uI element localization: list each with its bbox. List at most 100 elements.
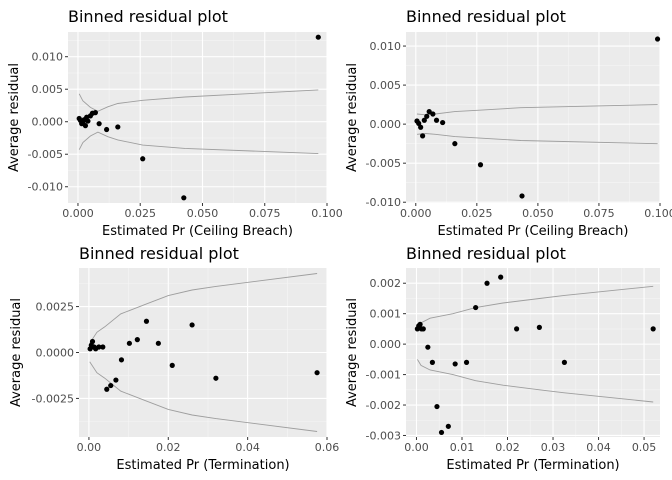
- chart-1-y-tick-label: -0.005: [28, 148, 63, 161]
- chart-2-y-axis-label: Average residual: [345, 63, 360, 172]
- chart-2-point: [424, 113, 430, 119]
- chart-3-point: [118, 357, 125, 363]
- chart-2-x-axis-label: Estimated Pr (Ceiling Breach): [438, 224, 629, 239]
- chart-1-point: [315, 34, 321, 40]
- chart-3-y-axis-label: Average residual: [9, 298, 24, 407]
- chart-3-point: [126, 340, 132, 346]
- chart-3-y-tick-label: 0.0025: [36, 301, 75, 314]
- chart-1-upper-bound-line: [78, 89, 319, 112]
- chart-4: 0.00 0.01 0.02 0.03 0.04 0.05 -0.003 -0.002 -0.0…: [345, 244, 660, 473]
- chart-3-y-tick-label: 0.0000: [36, 347, 75, 360]
- chart-1-y-tick-label: 0.000: [32, 116, 64, 129]
- chart-2-lower-bound-line: [416, 133, 658, 145]
- chart-1-x-tick-label: 0.025: [124, 207, 156, 220]
- chart-2-y-tick-label: 0.005: [370, 79, 402, 92]
- chart-2-point: [519, 193, 525, 199]
- chart-4-point: [452, 361, 458, 367]
- chart-3-point: [89, 338, 96, 345]
- chart-3-x-tick-label: 0.06: [315, 441, 340, 454]
- chart-3: 0.00 0.02 0.04 0.06 -0.0025 0.0000 0.0025 Binne…: [9, 244, 339, 473]
- chart-1-x-tick-label: 0.075: [249, 207, 281, 220]
- chart-4-y-axis-label: Average residual: [345, 298, 360, 407]
- chart-4-y-tick-label: -0.001: [366, 369, 401, 382]
- chart-4-point: [463, 359, 470, 365]
- chart-1-y-tick-label: -0.010: [28, 181, 63, 194]
- chart-4-point: [420, 326, 426, 332]
- chart-4-x-tick-label: 0.00: [404, 441, 429, 454]
- chart-3-x-tick-label: 0.04: [235, 441, 260, 454]
- chart-1: 0.000 0.025 0.050 0.075 0.100 -0.010 -0.005 0.0…: [7, 7, 343, 239]
- chart-4-point: [498, 274, 504, 280]
- chart-4-title: Binned residual plot: [406, 244, 566, 263]
- chart-1-point: [96, 121, 102, 127]
- chart-2-point: [420, 133, 426, 139]
- chart-4-point: [438, 429, 445, 436]
- chart-4-panel-background: [406, 268, 660, 437]
- chart-1-point: [82, 123, 89, 129]
- chart-3-point: [104, 386, 110, 392]
- chart-1-point: [104, 126, 110, 133]
- chart-3-point: [189, 322, 195, 328]
- chart-1-x-axis-label: Estimated Pr (Ceiling Breach): [102, 224, 293, 239]
- chart-3-x-tick-label: 0.00: [77, 441, 102, 454]
- chart-2-x-tick-label: 0.050: [522, 207, 554, 220]
- chart-1-y-tick-label: 0.010: [32, 51, 64, 64]
- chart-4-x-tick-label: 0.04: [586, 441, 611, 454]
- chart-2-x-tick-label: 0.025: [461, 207, 493, 220]
- chart-3-point: [143, 318, 150, 324]
- chart-4-point: [536, 324, 542, 330]
- chart-2-point: [430, 111, 436, 117]
- chart-2-y-tick-label: -0.010: [366, 196, 401, 209]
- chart-4-point: [514, 326, 520, 332]
- chart-4-point: [561, 359, 568, 365]
- chart-2-x-tick-label: 0.075: [583, 207, 615, 220]
- chart-2-x-tick-label: 0.100: [644, 207, 672, 220]
- chart-2-point: [654, 36, 661, 42]
- chart-2-y-tick-label: 0.000: [370, 118, 402, 131]
- chart-3-point: [113, 377, 119, 383]
- chart-4-x-tick-label: 0.01: [450, 441, 475, 454]
- chart-3-point: [155, 340, 161, 346]
- chart-3-point: [213, 375, 219, 381]
- chart-3-point: [314, 370, 320, 376]
- chart-4-y-tick-label: 0.001: [370, 308, 402, 321]
- chart-1-point: [92, 110, 98, 116]
- chart-2-y-tick-label: 0.010: [370, 40, 402, 53]
- chart-3-upper-bound-line: [89, 273, 318, 344]
- chart-4-y-tick-label: -0.002: [366, 399, 401, 412]
- chart-4-y-tick-label: -0.003: [366, 429, 401, 442]
- chart-3-lower-bound-line: [89, 361, 318, 432]
- chart-1-x-tick-label: 0.100: [311, 207, 343, 220]
- chart-3-point: [108, 382, 114, 389]
- chart-2-y-tick-label: -0.005: [366, 157, 401, 170]
- chart-1-x-tick-label: 0.050: [187, 207, 219, 220]
- chart-1-lower-bound-line: [78, 131, 319, 155]
- chart-4-x-tick-label: 0.03: [541, 441, 566, 454]
- chart-3-x-axis-label: Estimated Pr (Termination): [116, 458, 289, 473]
- chart-2-point: [433, 117, 440, 123]
- chart-1-panel-background: [68, 32, 327, 203]
- chart-4-point: [650, 326, 656, 332]
- chart-1-y-axis-label: Average residual: [7, 63, 22, 172]
- chart-2-title: Binned residual plot: [406, 7, 566, 26]
- chart-4-point: [484, 280, 490, 286]
- chart-2-point: [452, 141, 458, 147]
- chart-4-x-tick-label: 0.05: [632, 441, 657, 454]
- chart-4-point: [434, 403, 440, 410]
- chart-2-point: [421, 117, 427, 123]
- chart-3-point: [169, 362, 175, 368]
- chart-4-point: [473, 304, 479, 311]
- chart-4-lower-bound-line: [417, 359, 654, 403]
- chart-3-point: [100, 344, 106, 350]
- chart-1-title: Binned residual plot: [68, 7, 228, 26]
- chart-2-point: [416, 120, 422, 126]
- chart-3-y-tick-label: -0.0025: [32, 392, 74, 405]
- chart-4-y-tick-label: 0.000: [370, 338, 402, 351]
- chart-4-point: [417, 321, 423, 327]
- chart-4-x-tick-label: 0.02: [495, 441, 520, 454]
- chart-4-x-axis-label: Estimated Pr (Termination): [446, 458, 619, 473]
- chart-2-point: [440, 119, 446, 126]
- chart-2: 0.000 0.025 0.050 0.075 0.100 -0.010 -0.005 0.0…: [345, 7, 672, 239]
- chart-1-point: [115, 124, 121, 130]
